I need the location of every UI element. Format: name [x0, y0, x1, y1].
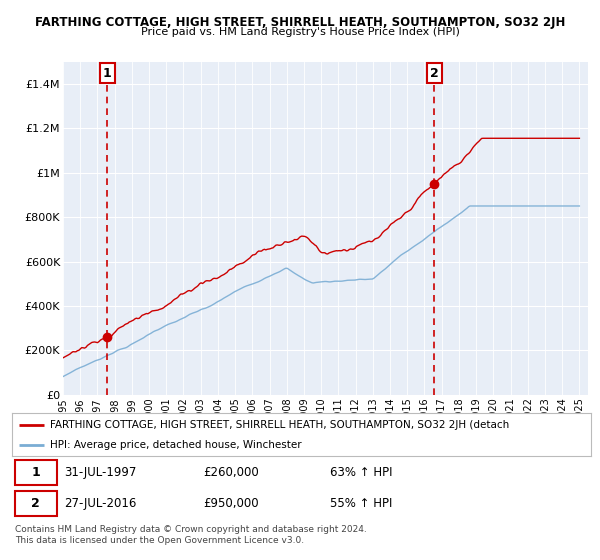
Text: HPI: Average price, detached house, Winchester: HPI: Average price, detached house, Winc… — [50, 440, 301, 450]
Text: 2: 2 — [31, 497, 40, 510]
Text: £950,000: £950,000 — [203, 497, 259, 510]
Text: FARTHING COTTAGE, HIGH STREET, SHIRRELL HEATH, SOUTHAMPTON, SO32 2JH: FARTHING COTTAGE, HIGH STREET, SHIRRELL … — [35, 16, 565, 29]
Text: FARTHING COTTAGE, HIGH STREET, SHIRRELL HEATH, SOUTHAMPTON, SO32 2JH (detach: FARTHING COTTAGE, HIGH STREET, SHIRRELL … — [50, 419, 509, 430]
FancyBboxPatch shape — [15, 460, 56, 485]
Text: £260,000: £260,000 — [203, 466, 259, 479]
Text: 2: 2 — [430, 67, 439, 80]
Text: Contains HM Land Registry data © Crown copyright and database right 2024.
This d: Contains HM Land Registry data © Crown c… — [15, 525, 367, 545]
Text: Price paid vs. HM Land Registry's House Price Index (HPI): Price paid vs. HM Land Registry's House … — [140, 27, 460, 38]
Text: 1: 1 — [103, 67, 112, 80]
Text: 55% ↑ HPI: 55% ↑ HPI — [331, 497, 393, 510]
Text: 63% ↑ HPI: 63% ↑ HPI — [331, 466, 393, 479]
Text: 31-JUL-1997: 31-JUL-1997 — [64, 466, 136, 479]
Text: 27-JUL-2016: 27-JUL-2016 — [64, 497, 136, 510]
FancyBboxPatch shape — [15, 491, 56, 516]
Text: 1: 1 — [31, 466, 40, 479]
